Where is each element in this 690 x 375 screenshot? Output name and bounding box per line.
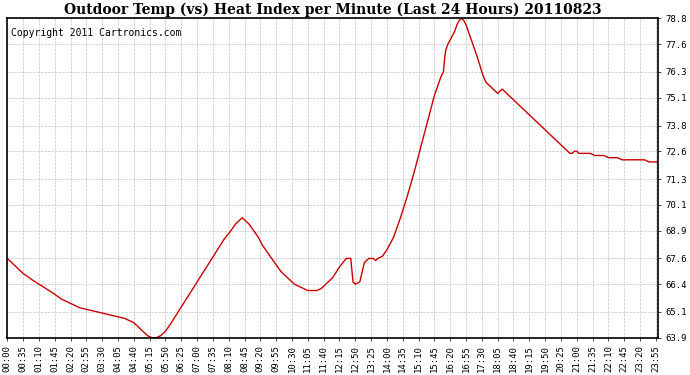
- Text: Copyright 2011 Cartronics.com: Copyright 2011 Cartronics.com: [10, 28, 181, 38]
- Title: Outdoor Temp (vs) Heat Index per Minute (Last 24 Hours) 20110823: Outdoor Temp (vs) Heat Index per Minute …: [64, 3, 602, 17]
